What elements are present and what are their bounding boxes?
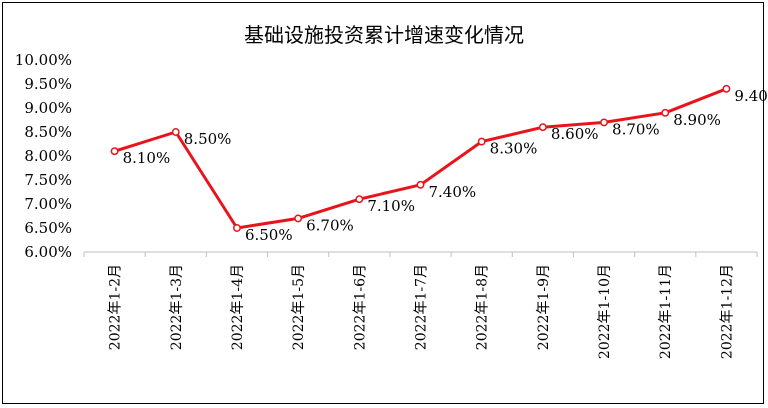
- y-tick-label: 10.00%: [15, 51, 72, 69]
- x-tick-label: 2022年1-12月: [719, 264, 735, 359]
- y-tick-label: 8.50%: [24, 123, 72, 141]
- y-tick-label: 7.00%: [24, 195, 72, 213]
- data-point: [722, 84, 731, 93]
- data-point: [233, 224, 241, 232]
- chart-title: 基础设施投资累计增速变化情况: [244, 23, 524, 47]
- series-layer: [110, 84, 731, 232]
- data-label: 8.90%: [673, 111, 721, 129]
- data-label: 6.70%: [306, 216, 354, 234]
- x-tick-label: 2022年1-9月: [536, 264, 552, 350]
- data-point: [416, 180, 425, 189]
- x-tick-label: 2022年1-8月: [475, 264, 491, 350]
- data-label: 6.50%: [245, 226, 293, 244]
- data-point: [110, 147, 119, 156]
- data-label: 7.40%: [429, 183, 477, 201]
- y-tick-label: 9.50%: [24, 75, 72, 93]
- y-tick-label: 9.00%: [24, 99, 72, 117]
- data-label: 8.50%: [184, 130, 232, 148]
- data-point: [355, 195, 364, 204]
- data-labels: 8.10% 8.50% 6.50% 6.70% 7.10% 7.40% 8.30% 8.60%…: [123, 87, 768, 244]
- x-tick-label: 2022年1-2月: [108, 264, 124, 350]
- data-label: 8.10%: [123, 149, 171, 167]
- x-axis-ticks: 2022年1-2月 2022年1-3月 2022年1-4月 2022年1-5月 2022…: [83, 252, 758, 359]
- data-point: [661, 108, 670, 117]
- y-tick-label: 8.00%: [24, 147, 72, 165]
- x-tick-label: 2022年1-7月: [414, 264, 430, 350]
- x-tick-label: 2022年1-11月: [658, 264, 674, 359]
- data-point: [294, 214, 303, 223]
- y-axis-ticks: 6.00% 6.50% 7.00% 7.50% 8.00% 8.50% 9.00% 9.50%…: [15, 51, 72, 261]
- y-tick-label: 7.50%: [24, 171, 72, 189]
- y-tick-label: 6.50%: [24, 219, 72, 237]
- chart-frame: [2, 2, 764, 404]
- data-label: 9.40%: [734, 87, 768, 105]
- data-label: 8.60%: [551, 125, 599, 143]
- data-label: 8.70%: [612, 120, 660, 138]
- y-tick-label: 6.00%: [24, 243, 72, 261]
- data-point: [477, 137, 486, 146]
- x-tick-label: 2022年1-3月: [169, 264, 185, 350]
- data-point: [171, 128, 180, 136]
- x-tick-label: 2022年1-5月: [291, 264, 307, 350]
- series-line: [114, 87, 727, 230]
- x-tick-label: 2022年1-4月: [230, 264, 246, 350]
- data-label: 8.30%: [490, 140, 538, 158]
- x-tick-label: 2022年1-6月: [352, 264, 368, 350]
- data-point: [600, 118, 608, 127]
- data-point: [538, 123, 547, 132]
- x-tick-label: 2022年1-10月: [597, 264, 613, 359]
- data-label: 7.10%: [367, 197, 415, 215]
